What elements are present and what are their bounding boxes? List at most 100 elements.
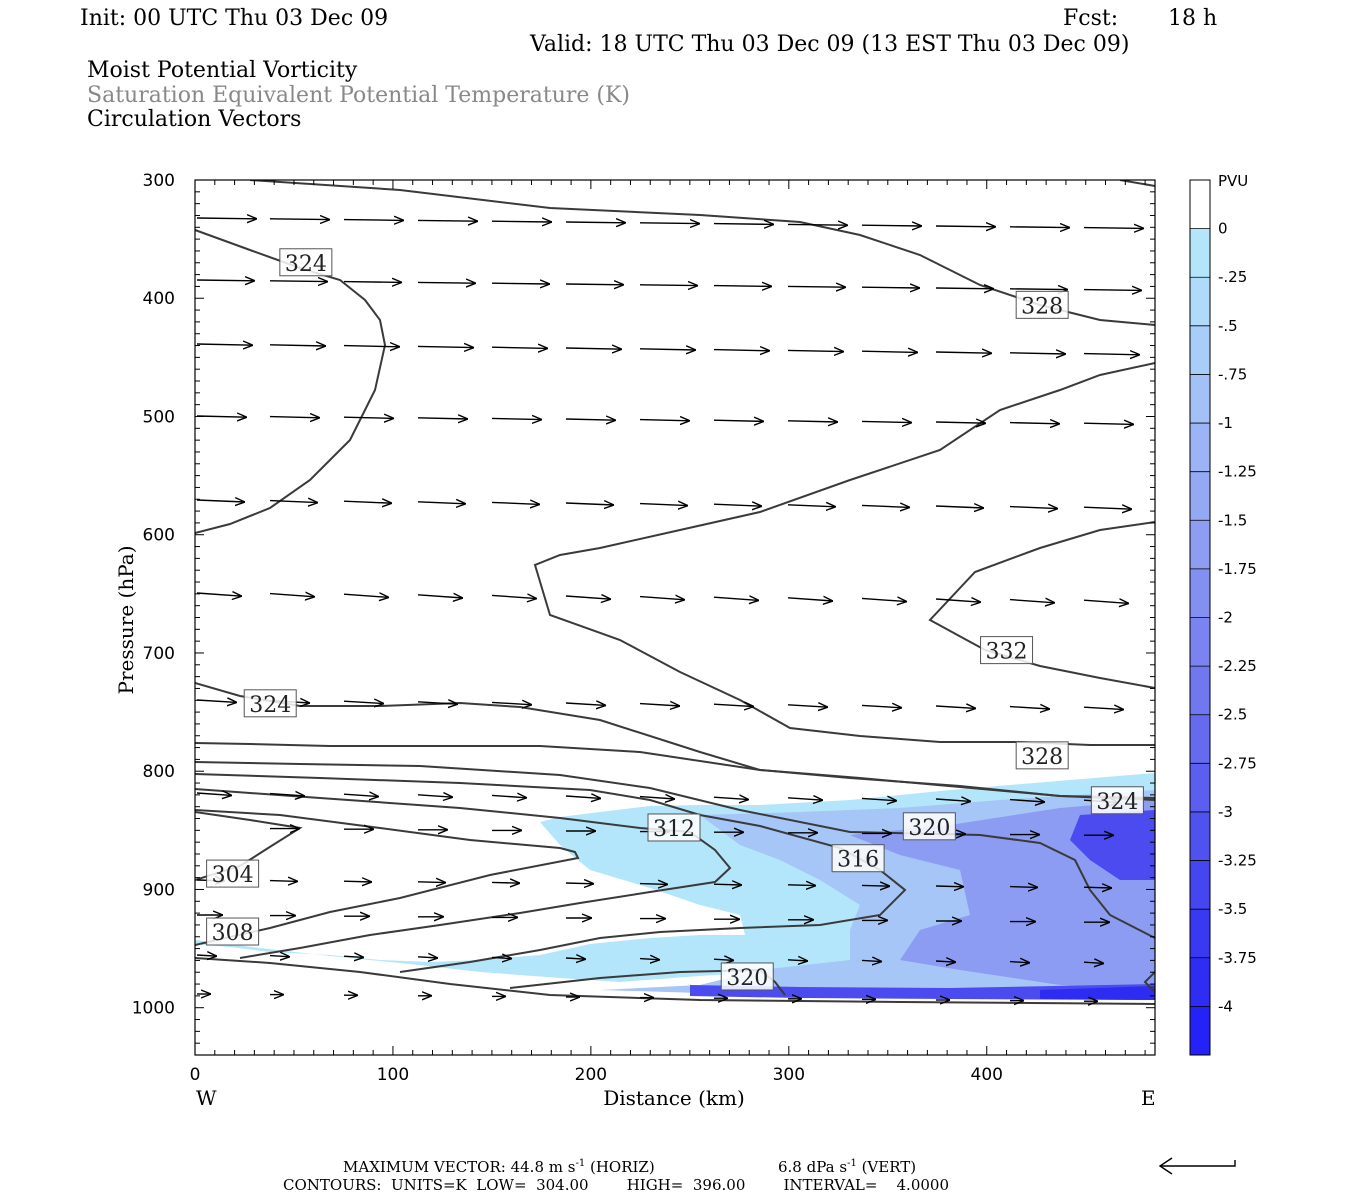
circulation-vector (343, 701, 384, 703)
circulation-vector (713, 959, 734, 960)
circulation-vector (861, 287, 920, 288)
circulation-vector (713, 704, 754, 706)
colorbar-label: -2.75 (1218, 754, 1257, 772)
y-tick-label: 600 (143, 526, 175, 546)
colorbar-label: -2 (1218, 609, 1233, 627)
contour-label-text: 320 (726, 966, 768, 991)
colorbar-unit: PVU (1218, 172, 1248, 190)
circulation-vector (269, 501, 318, 503)
colorbar-label: -.5 (1218, 317, 1238, 335)
contour-label-box (902, 812, 956, 841)
circulation-vector (639, 223, 700, 224)
circulation-vector (639, 420, 690, 421)
contour-label-text: 324 (285, 252, 327, 277)
colorbar-label: -3 (1218, 803, 1233, 821)
contour-label-text: 328 (1021, 745, 1063, 770)
contour-label-box (980, 636, 1034, 665)
circulation-vector (565, 222, 626, 223)
valid-time: Valid: 18 UTC Thu 03 Dec 09 (13 EST Thu … (529, 32, 1129, 57)
max-vector-vert-exp: -1 (847, 1158, 857, 1169)
max-vector-vert: 6.8 dPa s-1 (VERT) (778, 1158, 916, 1176)
max-vector-horiz-unit: (HORIZ) (585, 1158, 655, 1176)
circulation-vector (417, 346, 474, 347)
contour-label: 332 (980, 636, 1034, 665)
circulation-vector (491, 283, 550, 284)
circulation-vector (269, 594, 315, 597)
circulation-vector (935, 422, 986, 423)
circulation-vector (343, 282, 402, 283)
circulation-vector (1083, 354, 1140, 355)
contour-top-right (1119, 180, 1155, 187)
colorbar-label: 0 (1218, 220, 1228, 238)
contour-labels: 324 328 332 324 328 324 312 320 316 304 308 320 (206, 248, 1144, 991)
circulation-vector (713, 286, 772, 287)
circulation-vector (861, 225, 922, 226)
contour-label: 312 (647, 813, 701, 842)
y-tick-label: 500 (143, 407, 175, 427)
circulation-vector (565, 419, 616, 420)
max-vector-horiz: MAXIMUM VECTOR: 44.8 m s (343, 1158, 575, 1176)
contour-tiny-right (1143, 971, 1155, 993)
circulation-vector (1009, 800, 1045, 802)
mpv-shade-deep (1070, 810, 1155, 880)
circulation-vector (1009, 600, 1055, 603)
circulation-vector (861, 598, 907, 601)
circulation-vector (196, 593, 242, 596)
max-vector-vert-value: 6.8 dPa s (778, 1158, 847, 1176)
max-vector-line: MAXIMUM VECTOR: 44.8 m s-1 (HORIZ) (343, 1158, 655, 1176)
mpv-shade-surface (690, 984, 1155, 1000)
contour-label: 304 (206, 859, 260, 888)
circulation-vector (935, 706, 976, 708)
circulation-vector (1083, 228, 1144, 229)
reference-vector-arrow (1158, 1157, 1236, 1175)
colorbar-label: -3.25 (1218, 852, 1257, 870)
east-label: E (1141, 1086, 1156, 1110)
circulation-vector (196, 416, 247, 417)
circulation-vector (565, 348, 622, 349)
circulation-vector (713, 597, 759, 600)
circulation-vector (565, 796, 601, 798)
field-title-theta-es: Saturation Equivalent Potential Temperat… (87, 83, 630, 108)
axis-ticks (194, 179, 1155, 1056)
circulation-vector (639, 959, 660, 960)
circulation-vector (196, 955, 217, 956)
contour-304-lower (195, 809, 580, 946)
circulation-vector (491, 502, 540, 504)
circulation-vector (787, 224, 848, 225)
colorbar-label: -1 (1218, 414, 1233, 432)
colorbar-bin (1190, 909, 1210, 959)
circulation-vector (343, 220, 404, 221)
max-vector-horiz-exp: -1 (575, 1158, 585, 1169)
circulation-vector (565, 503, 614, 505)
circulation-vector (787, 705, 828, 707)
circulation-vector (861, 705, 902, 707)
forecast-label: Fcst: (1063, 6, 1118, 31)
colorbar-bin (1190, 325, 1210, 375)
circulation-vector (269, 219, 330, 220)
colorbar-bin (1190, 1006, 1210, 1056)
colorbar-bin (1190, 520, 1210, 570)
circulation-vector (787, 885, 816, 886)
colorbar-bin (1190, 666, 1210, 716)
y-tick-label: 900 (143, 880, 175, 900)
y-tick-label: 400 (143, 289, 175, 309)
circulation-vector (639, 797, 675, 799)
colorbar-bin (1190, 374, 1210, 424)
contour-308 (195, 788, 732, 959)
contour-label-text: 312 (653, 817, 695, 842)
circulation-vectors (196, 218, 1144, 1001)
colorbar-label: -2.5 (1218, 706, 1247, 724)
circulation-vector (196, 280, 255, 281)
contour-label: 324 (243, 689, 297, 718)
x-tick-label: 0 (190, 1065, 201, 1085)
contour-label-text: 316 (837, 848, 879, 873)
circulation-vector (787, 798, 823, 800)
circulation-vector (787, 505, 836, 507)
circulation-vector (713, 504, 762, 506)
circulation-vector (787, 286, 846, 287)
circulation-vector (639, 285, 698, 286)
colorbar-bin (1190, 471, 1210, 521)
colorbar-bin (1190, 617, 1210, 667)
circulation-vector (491, 347, 548, 348)
circulation-vector (417, 795, 453, 797)
